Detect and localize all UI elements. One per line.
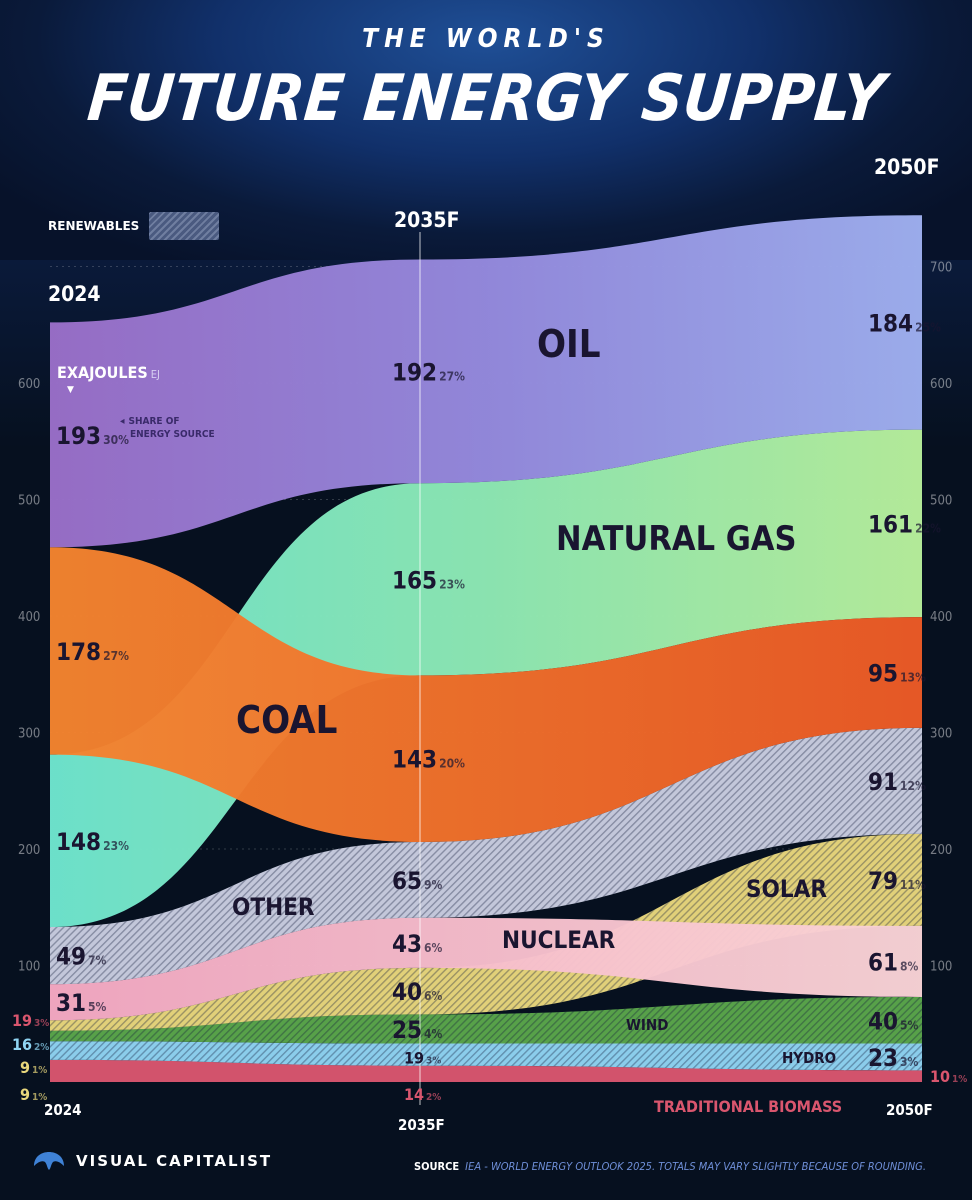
caret-down-icon: ▼: [67, 385, 74, 395]
share-label-traditional-biomass-2050f: 1%: [952, 1074, 967, 1085]
share-label-oil-2024: 30%: [103, 433, 129, 447]
y-tick-right-300: 300: [930, 727, 952, 742]
band-natural-gas: [50, 429, 922, 928]
series-label-solar: SOLAR: [746, 875, 827, 903]
bottom-year-2050: 2050F: [886, 1101, 933, 1119]
bottom-year-2035: 2035F: [398, 1116, 445, 1134]
share-label-nuclear-2024: 5%: [88, 1000, 107, 1014]
share-label-nuclear-2035f: 6%: [424, 941, 443, 955]
year-label-2024: 2024: [48, 282, 101, 306]
share-label-other-2035f: 9%: [424, 878, 443, 892]
value-label-hydro-2050f: 23 3%: [868, 1044, 919, 1072]
share-label-natural-gas-2035f: 23%: [439, 577, 465, 591]
y-tick-left-600: 600: [18, 377, 40, 392]
year-label-2035: 2035F: [394, 208, 460, 232]
share-label-hydro-2024: 2%: [34, 1042, 49, 1053]
share-label-coal-2035f: 20%: [439, 757, 465, 771]
brand-name: VISUAL CAPITALIST: [76, 1152, 273, 1170]
share-label-hydro-2050f: 3%: [900, 1055, 919, 1069]
series-label-natural-gas: NATURAL GAS: [556, 519, 797, 559]
share-label-wind-2024: 1%: [32, 1065, 47, 1076]
share-label-wind-2035f: 4%: [424, 1027, 443, 1041]
y-tick-right-100: 100: [930, 960, 952, 975]
y-tick-right-600: 600: [930, 377, 952, 392]
value-label-nuclear-2035f: 43 6%: [392, 930, 443, 958]
value-label-traditional-biomass-2035f: 14 2%: [404, 1085, 441, 1104]
series-label-hydro: HYDRO: [782, 1049, 836, 1067]
series-label-nuclear: NUCLEAR: [502, 926, 616, 954]
area-bands: [50, 215, 922, 1082]
band-hatch-other: [50, 727, 922, 985]
y-tick-right-200: 200: [930, 843, 952, 858]
source-label: SOURCE: [413, 1160, 460, 1173]
legend: RENEWABLES: [48, 212, 220, 240]
unit-label: EXAJOULES EJ: [57, 363, 160, 382]
y-tick-left-200: 200: [18, 843, 40, 858]
source-note: SOURCE IEA - WORLD ENERGY OUTLOOK 2025. T…: [414, 1160, 926, 1173]
share-annotation: ◂ SHARE OF ENERGY SOURCE: [120, 415, 215, 441]
share-label-oil-2035f: 27%: [439, 369, 465, 383]
share-label-other-2050f: 12%: [900, 779, 926, 793]
band-oil: [50, 215, 922, 548]
unit-text: EXAJOULES: [57, 363, 148, 382]
share-line-1: SHARE OF: [128, 416, 180, 427]
band-traditional-biomass: [50, 1059, 922, 1082]
share-label-solar-2024: 1%: [32, 1092, 47, 1103]
series-label-coal: COAL: [236, 698, 337, 742]
share-label-natural-gas-2050f: 22%: [915, 521, 941, 535]
value-label-wind-2024: 9 1%: [20, 1058, 47, 1077]
share-line-2: ENERGY SOURCE: [130, 429, 215, 440]
series-label-other: OTHER: [232, 893, 315, 921]
share-label-traditional-biomass-2024: 3%: [34, 1018, 49, 1029]
y-tick-right-500: 500: [930, 494, 952, 509]
share-label-solar-2035f: 6%: [424, 989, 443, 1003]
bottom-year-2024: 2024: [44, 1101, 82, 1119]
title-kicker: THE WORLD'S: [362, 24, 610, 54]
value-label-natural-gas-2050f: 161 22%: [868, 510, 941, 538]
series-label-wind: WIND: [626, 1016, 668, 1034]
y-tick-left-400: 400: [18, 610, 40, 625]
legend-swatch-renewables: [149, 212, 220, 240]
share-label-nuclear-2050f: 8%: [900, 959, 919, 973]
band-coal: [50, 547, 922, 843]
share-label-wind-2050f: 5%: [900, 1018, 919, 1032]
unit-abbr: EJ: [150, 368, 160, 381]
share-label-natural-gas-2024: 23%: [103, 839, 129, 853]
value-label-hydro-2024: 16 2%: [12, 1035, 49, 1054]
share-label-solar-2050f: 11%: [900, 878, 926, 892]
share-label-traditional-biomass-2035f: 2%: [426, 1092, 441, 1103]
source-text: IEA - WORLD ENERGY OUTLOOK 2025. TOTALS …: [465, 1160, 926, 1173]
band-hatch-wind: [50, 996, 922, 1044]
y-tick-right-400: 400: [930, 610, 952, 625]
band-nuclear: [50, 917, 922, 1021]
brand-logo: VISUAL CAPITALIST: [32, 1150, 272, 1172]
legend-label-renewables: RENEWABLES: [48, 219, 140, 233]
value-label-traditional-biomass-2050f: 10 1%: [930, 1067, 967, 1086]
value-label-oil-2050f: 184 25%: [868, 309, 941, 337]
share-label-coal-2024: 27%: [103, 649, 129, 663]
y-tick-left-100: 100: [18, 960, 40, 975]
visual-capitalist-logo-icon: [34, 1152, 64, 1170]
y-tick-right-700: 700: [930, 261, 952, 276]
arrow-left-icon: ◂: [120, 416, 125, 427]
share-label-oil-2050f: 25%: [915, 320, 941, 334]
share-label-hydro-2035f: 3%: [426, 1056, 441, 1067]
series-label-traditional-biomass: TRADITIONAL BIOMASS: [654, 1097, 842, 1116]
year-label-2050: 2050F: [874, 155, 940, 179]
share-label-coal-2050f: 13%: [900, 671, 926, 685]
share-label-other-2024: 7%: [88, 954, 107, 968]
band-hatch-hydro: [50, 1041, 922, 1071]
y-tick-left-300: 300: [18, 727, 40, 742]
series-label-oil: OIL: [537, 322, 601, 366]
value-label-traditional-biomass-2024: 19 3%: [12, 1011, 49, 1030]
y-tick-left-500: 500: [18, 494, 40, 509]
